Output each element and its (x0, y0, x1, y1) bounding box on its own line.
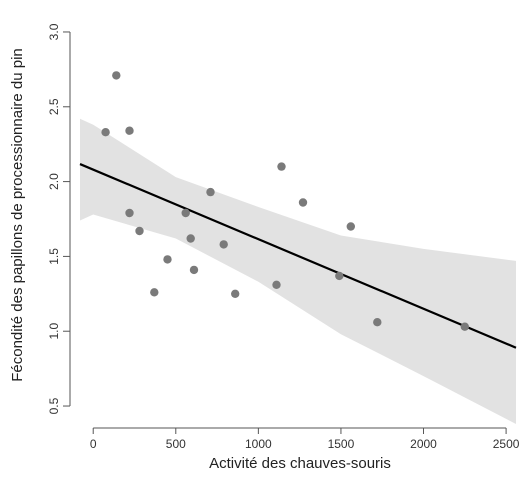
axes: 0.5 1.0 1.5 2.0 2.5 3.0 0 500 1000 1500 2000 2500 (47, 23, 520, 451)
x-tick-label: 1500 (328, 437, 355, 451)
regression-line (79, 163, 517, 349)
data-point-12 (219, 240, 228, 249)
x-tick-label: 500 (166, 437, 186, 451)
y-tick-label: 1.5 (47, 248, 61, 265)
data-point-16 (298, 198, 308, 207)
y-tick-label: 1.0 (47, 323, 61, 340)
data-point-3 (125, 126, 134, 135)
data-point-11 (206, 187, 215, 197)
data-point-19 (373, 318, 382, 327)
x-tick-label: 1000 (245, 437, 272, 451)
data-point-6 (150, 288, 159, 297)
data-point-9 (186, 234, 195, 243)
data-point-15 (277, 162, 286, 171)
x-axis-title: Activité des chauves-souris (209, 455, 391, 472)
x-tick-label: 2000 (410, 437, 437, 451)
confidence-band (80, 118, 516, 425)
y-tick-label: 3.0 (47, 23, 61, 40)
data-point-1 (101, 128, 110, 137)
data-point-10 (189, 265, 199, 275)
y-tick-label: 2.0 (47, 173, 61, 190)
data-point-4 (125, 208, 134, 218)
data-point-20 (460, 322, 469, 331)
data-point-13 (231, 289, 240, 298)
data-point-18 (346, 222, 355, 231)
y-tick-label: 2.5 (47, 98, 61, 115)
y-axis-title: Fécondité des papillons de processionnai… (9, 48, 26, 382)
data-point-14 (272, 280, 281, 289)
data-point-5 (135, 226, 144, 236)
plot-area (79, 71, 517, 425)
x-tick-label: 2500 (493, 437, 520, 451)
y-tick-label: 0.5 (47, 397, 61, 414)
data-point-7 (163, 255, 172, 264)
data-point-17 (335, 271, 344, 281)
data-point-8 (181, 208, 190, 218)
x-tick-label: 0 (90, 437, 97, 451)
data-point-2 (112, 71, 121, 80)
